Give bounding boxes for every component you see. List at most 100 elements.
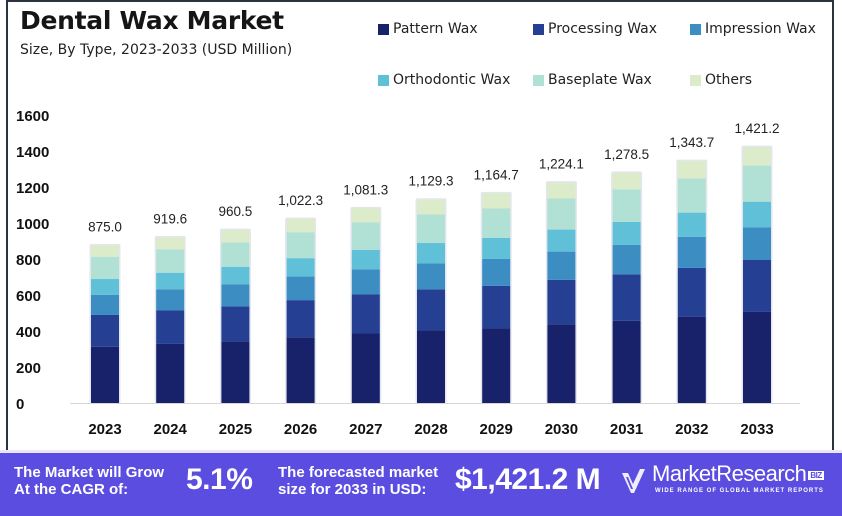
legend-label: Orthodontic Wax <box>393 72 511 88</box>
bar-segment-impression-wax-2025 <box>221 284 250 307</box>
bar-segment-baseplate-wax-2026 <box>286 232 315 259</box>
y-tick-label: 800 <box>16 252 41 269</box>
bar-segment-baseplate-wax-2033 <box>743 165 771 202</box>
bar-segment-impression-wax-2031 <box>612 244 641 275</box>
bar-total-label: 1,343.7 <box>669 135 714 150</box>
bar-segment-others-2033 <box>743 147 771 166</box>
x-tick-label: 2027 <box>349 421 382 438</box>
bar-segment-pattern-wax-2025 <box>221 341 250 403</box>
bar-segment-impression-wax-2023 <box>91 294 119 315</box>
bar-total-label: 1,278.5 <box>604 147 649 162</box>
bar-segment-orthodontic-wax-2033 <box>743 201 771 228</box>
legend-swatch <box>533 23 544 35</box>
bar-total-label: 1,421.2 <box>734 121 779 136</box>
bar-total-label: 1,022.3 <box>278 193 323 208</box>
bar-segment-processing-wax-2023 <box>91 314 119 347</box>
y-tick-label: 1200 <box>16 180 49 197</box>
logo-badge: BIZ <box>808 470 824 480</box>
legend-label: Baseplate Wax <box>548 72 652 88</box>
bar-segment-baseplate-wax-2024 <box>156 249 185 273</box>
bar-segment-impression-wax-2024 <box>156 289 185 311</box>
bar-segment-orthodontic-wax-2028 <box>417 243 445 264</box>
logo-check-icon <box>622 469 645 493</box>
bar-segment-others-2028 <box>417 199 445 215</box>
logo-name: MarketResearch <box>652 461 807 486</box>
bar-segment-orthodontic-wax-2023 <box>91 279 119 295</box>
x-tick-label: 2030 <box>545 421 578 438</box>
bar-total-label: 1,129.3 <box>408 174 453 189</box>
x-tick-label: 2032 <box>675 421 708 438</box>
bar-segment-others-2025 <box>221 230 250 243</box>
bar-segment-others-2027 <box>351 208 380 223</box>
bar-segment-processing-wax-2027 <box>351 294 380 334</box>
bar-segment-others-2026 <box>286 218 315 233</box>
y-tick-label: 0 <box>16 396 24 413</box>
forecast-value: $1,421.2 M <box>455 463 601 496</box>
stacked-bar-chart: 0 200 400 600 800 1000 1200 1400 1600 875.0 2023 91… <box>16 108 800 438</box>
bar-segment-orthodontic-wax-2024 <box>156 272 185 290</box>
bar-total-label: 1,224.1 <box>539 157 584 172</box>
legend-swatch <box>533 74 544 86</box>
bar-segment-baseplate-wax-2029 <box>482 208 511 238</box>
bar-segment-baseplate-wax-2025 <box>221 242 250 267</box>
bar-segment-processing-wax-2024 <box>156 310 185 344</box>
summary-banner: The Market will Grow At the CAGR of: 5.1… <box>0 450 842 516</box>
bar-segment-processing-wax-2026 <box>286 300 315 338</box>
bar-segment-impression-wax-2026 <box>286 276 315 301</box>
legend-label: Pattern Wax <box>393 21 478 37</box>
legend-label: Processing Wax <box>548 21 658 37</box>
legend-item-impression-wax: Impression Wax <box>690 21 816 37</box>
bar-segment-baseplate-wax-2028 <box>417 214 445 244</box>
bar-segment-processing-wax-2025 <box>221 306 250 342</box>
bar-segment-pattern-wax-2026 <box>286 337 315 403</box>
bar-segment-others-2023 <box>91 245 119 257</box>
legend-swatch <box>690 23 701 35</box>
x-tick-label: 2028 <box>414 421 447 438</box>
bar-segment-processing-wax-2031 <box>612 274 641 321</box>
bar-segment-baseplate-wax-2031 <box>612 189 641 222</box>
bar-segment-processing-wax-2032 <box>677 267 706 317</box>
bar-total-label: 1,164.7 <box>474 167 519 182</box>
bar-segment-orthodontic-wax-2031 <box>612 221 641 245</box>
bar-segment-orthodontic-wax-2029 <box>482 237 511 259</box>
legend-swatch <box>690 74 701 86</box>
bar-segment-processing-wax-2029 <box>482 285 511 329</box>
bar-segment-orthodontic-wax-2032 <box>677 212 706 237</box>
legend-item-pattern-wax: Pattern Wax <box>378 21 478 37</box>
legend-item-others: Others <box>690 72 752 88</box>
cagr-label-line1: The Market will Grow <box>14 464 165 481</box>
legend-swatch <box>378 23 389 35</box>
bar-segment-impression-wax-2029 <box>482 258 511 286</box>
x-tick-label: 2026 <box>284 421 317 438</box>
bar-total-label: 875.0 <box>88 220 122 235</box>
cagr-label: The Market will Grow At the CAGR of: <box>14 464 164 498</box>
cagr-label-line2: At the CAGR of: <box>14 481 129 498</box>
bar-segment-others-2031 <box>612 172 641 190</box>
bar-segment-impression-wax-2030 <box>547 251 576 280</box>
bar-segment-orthodontic-wax-2030 <box>547 229 576 252</box>
chart-frame <box>6 0 834 450</box>
bar-segment-baseplate-wax-2032 <box>677 178 706 213</box>
bar-segment-others-2024 <box>156 237 185 250</box>
cagr-value: 5.1% <box>186 463 253 496</box>
bar-segment-impression-wax-2028 <box>417 263 445 290</box>
bar-segment-processing-wax-2030 <box>547 279 576 325</box>
y-tick-label: 1600 <box>16 108 49 125</box>
bar-segment-impression-wax-2033 <box>743 227 771 260</box>
bar-total-label: 1,081.3 <box>343 182 388 197</box>
x-tick-label: 2023 <box>88 421 121 438</box>
legend-swatch <box>378 74 389 86</box>
bar-segment-pattern-wax-2028 <box>417 330 445 403</box>
bar-segment-pattern-wax-2024 <box>156 343 185 403</box>
x-tick-label: 2031 <box>610 421 643 438</box>
forecast-label-line1: The forecasted market <box>278 464 439 481</box>
bar-segment-others-2030 <box>547 182 576 199</box>
chart-subtitle: Size, By Type, 2023-2033 (USD Million) <box>20 42 293 58</box>
y-tick-label: 400 <box>16 324 41 341</box>
x-tick-label: 2029 <box>480 421 513 438</box>
y-tick-label: 1000 <box>16 216 49 233</box>
bar-segment-pattern-wax-2031 <box>612 320 641 403</box>
bar-segment-others-2032 <box>677 161 706 179</box>
bar-segment-baseplate-wax-2030 <box>547 198 576 230</box>
y-tick-label: 600 <box>16 288 41 305</box>
